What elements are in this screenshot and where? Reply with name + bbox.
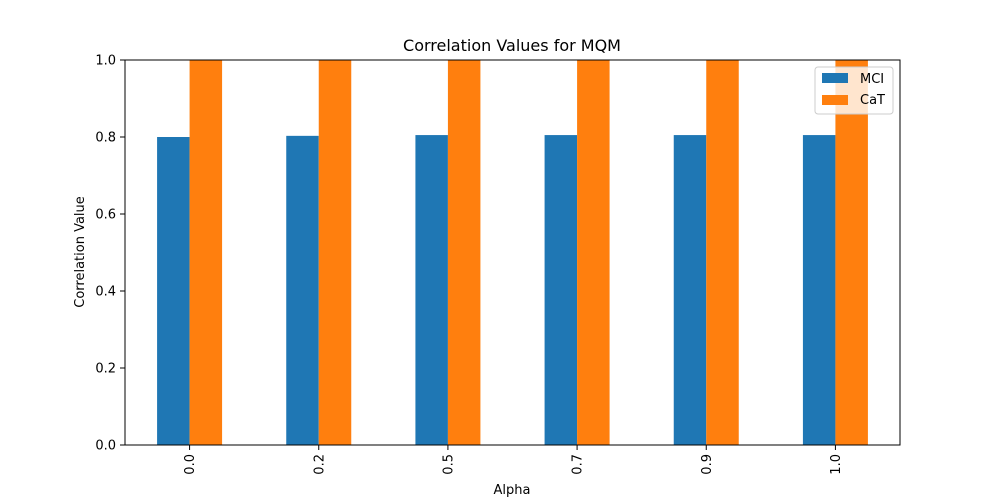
y-tick-label-4: 0.8 [95,131,116,146]
bar-cat-4 [706,60,739,445]
y-axis: 0.0 0.2 0.4 0.6 0.8 1.0 [95,54,125,454]
bar-mci-3 [544,135,578,445]
bar-cat-0 [189,60,223,445]
x-tick-label-0: 0.0 [183,454,198,475]
y-axis-label: Correlation Value [73,196,88,308]
x-tick-label-2: 0.5 [441,454,456,475]
x-axis: 0.0 0.2 0.5 0.7 0.9 1.0 [183,445,844,475]
bar-cat-1 [318,60,352,445]
x-tick-label-4: 0.9 [700,454,715,475]
x-axis-label: Alpha [494,483,531,498]
bar-cat-2 [447,60,481,445]
legend: MCI CaT [814,66,894,115]
legend-swatch-mci [822,73,848,83]
x-tick-label-3: 0.7 [571,454,586,475]
bar-mci-2 [415,135,448,445]
bars-group [157,60,868,445]
bar-mci-1 [286,135,319,445]
legend-label-cat: CaT [860,93,885,108]
bar-mci-4 [673,135,707,445]
y-tick-label-2: 0.4 [95,285,116,300]
x-tick-label-5: 1.0 [829,454,844,475]
bar-cat-5 [835,60,868,445]
bar-mci-0 [157,137,190,445]
y-tick-label-3: 0.6 [95,208,116,223]
chart-title: Correlation Values for MQM [403,36,621,55]
plot-frame [124,59,901,446]
bar-cat-3 [577,60,610,445]
y-tick-label-1: 0.2 [95,362,116,377]
y-tick-label-0: 0.0 [95,439,116,454]
legend-label-mci: MCI [860,72,884,87]
legend-swatch-cat [822,95,848,105]
bar-mci-5 [802,135,836,445]
x-tick-label-1: 0.2 [312,454,327,475]
y-tick-label-5: 1.0 [95,54,116,69]
